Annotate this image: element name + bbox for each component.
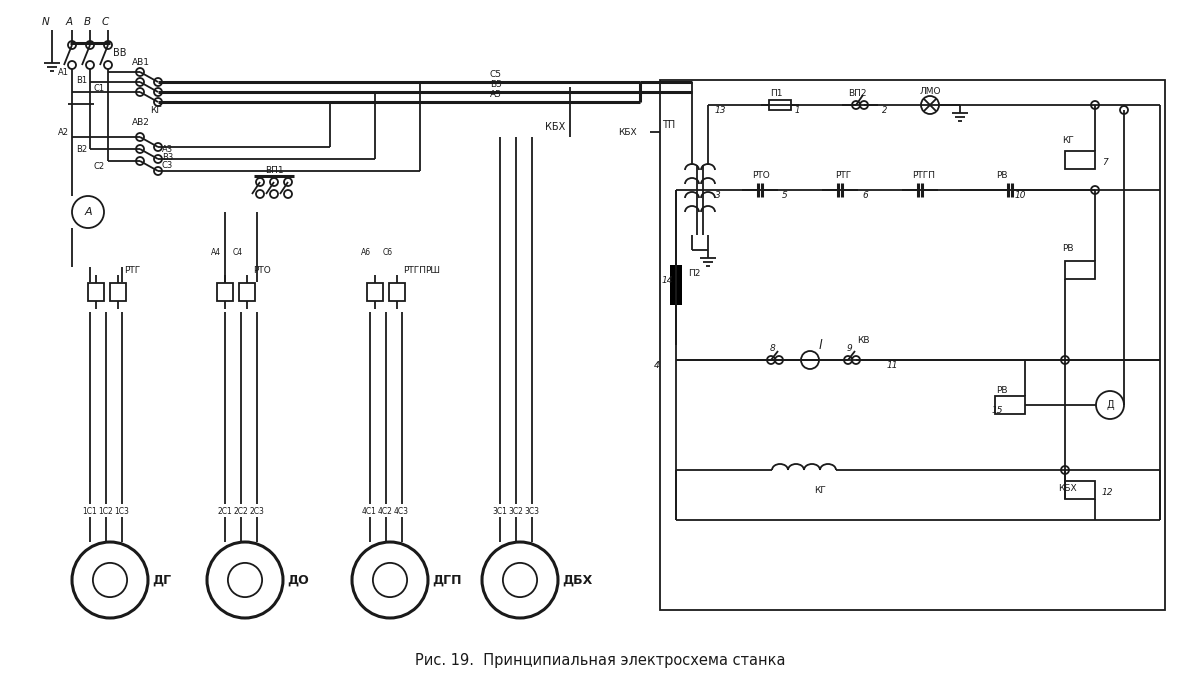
Text: B3: B3 [162, 153, 173, 162]
Text: A1: A1 [58, 68, 70, 77]
Text: АВ1: АВ1 [132, 58, 150, 66]
Text: 5: 5 [782, 190, 787, 199]
Text: ДО: ДО [287, 573, 308, 586]
Text: 2С2: 2С2 [233, 508, 247, 516]
Text: A: A [84, 207, 92, 217]
Text: 1С3: 1С3 [114, 508, 128, 516]
Bar [217, 283, 233, 301]
Text: КБХ: КБХ [545, 122, 565, 132]
Text: ДГП: ДГП [432, 573, 462, 586]
Text: ВП1: ВП1 [265, 166, 283, 175]
Text: РШ: РШ [425, 266, 440, 275]
Text: РВ: РВ [1062, 243, 1074, 253]
Text: КБХ: КБХ [1058, 484, 1076, 493]
Bar [389, 283, 406, 301]
Bar [670, 265, 682, 305]
Text: B2: B2 [76, 145, 88, 153]
Text: 1С2: 1С2 [98, 508, 113, 516]
Text: РТГП: РТГП [912, 171, 935, 179]
Text: РТГ: РТГ [835, 171, 851, 179]
Text: 12: 12 [1102, 488, 1114, 497]
Text: 15: 15 [992, 406, 1003, 414]
Text: l: l [818, 338, 822, 351]
Bar [660, 80, 1165, 610]
Bar [769, 100, 791, 110]
Text: РТО: РТО [752, 171, 769, 179]
Text: 3С3: 3С3 [524, 508, 539, 516]
Text: 1: 1 [796, 105, 800, 114]
Text: ТП: ТП [662, 120, 676, 130]
Text: 9: 9 [847, 343, 853, 353]
Text: ВВ: ВВ [113, 48, 126, 58]
Text: ВП2: ВП2 [848, 88, 866, 97]
Text: A5: A5 [490, 90, 502, 99]
Bar [1066, 151, 1096, 169]
Text: C2: C2 [94, 162, 106, 171]
Text: АВ2: АВ2 [132, 118, 150, 127]
Text: 7: 7 [1102, 158, 1108, 166]
Text: РТГП: РТГП [403, 266, 426, 275]
Text: 2: 2 [882, 105, 887, 114]
Text: A: A [66, 17, 72, 27]
Text: РТГ: РТГ [124, 266, 140, 275]
Bar [110, 283, 126, 301]
Bar [239, 283, 256, 301]
Text: B: B [84, 17, 90, 27]
Text: 6: 6 [862, 190, 868, 199]
Text: КВ: КВ [857, 336, 870, 345]
Bar [367, 283, 383, 301]
Text: 2С3: 2С3 [250, 508, 264, 516]
Text: П2: П2 [688, 269, 701, 277]
Text: ЛМО: ЛМО [920, 86, 942, 95]
Text: С4: С4 [233, 247, 244, 256]
Bar [995, 396, 1025, 414]
Text: КГ: КГ [1062, 136, 1074, 145]
Text: А4: А4 [211, 247, 221, 256]
Text: 4С1: 4С1 [362, 508, 377, 516]
Text: 4С3: 4С3 [394, 508, 409, 516]
Text: B1: B1 [76, 75, 88, 84]
Text: 11: 11 [887, 360, 899, 369]
Text: B5: B5 [490, 79, 502, 88]
Text: 4С2: 4С2 [378, 508, 392, 516]
Text: 10: 10 [1015, 190, 1026, 199]
Text: 13: 13 [715, 105, 726, 114]
Text: Д: Д [1106, 400, 1114, 410]
Text: А6: А6 [361, 247, 371, 256]
Text: КГ: КГ [150, 105, 162, 114]
Bar [1066, 261, 1096, 279]
Text: C5: C5 [490, 69, 502, 79]
Text: РВ: РВ [996, 171, 1008, 179]
Bar [1066, 481, 1096, 499]
Text: 1С1: 1С1 [82, 508, 97, 516]
Text: Рис. 19.  Принципиальная электросхема станка: Рис. 19. Принципиальная электросхема ста… [415, 653, 785, 667]
Text: A2: A2 [58, 127, 70, 136]
Text: 8: 8 [770, 343, 775, 353]
Bar [88, 283, 104, 301]
Text: C3: C3 [162, 160, 173, 169]
Text: 4: 4 [654, 360, 660, 369]
Text: КГ: КГ [814, 486, 826, 495]
Text: П1: П1 [770, 88, 782, 97]
Text: 3С1: 3С1 [492, 508, 506, 516]
Text: ДБХ: ДБХ [562, 573, 593, 586]
Text: КБХ: КБХ [618, 127, 637, 136]
Text: 2С1: 2С1 [217, 508, 232, 516]
Text: C1: C1 [94, 84, 106, 92]
Text: С6: С6 [383, 247, 394, 256]
Text: A3: A3 [162, 145, 173, 153]
Text: 3: 3 [715, 190, 721, 199]
Text: C: C [101, 17, 109, 27]
Text: 3С2: 3С2 [508, 508, 523, 516]
Text: N: N [42, 17, 50, 27]
Text: 14: 14 [662, 275, 673, 284]
Text: ДГ: ДГ [152, 573, 172, 586]
Text: РВ: РВ [996, 386, 1008, 395]
Text: РТО: РТО [253, 266, 271, 275]
